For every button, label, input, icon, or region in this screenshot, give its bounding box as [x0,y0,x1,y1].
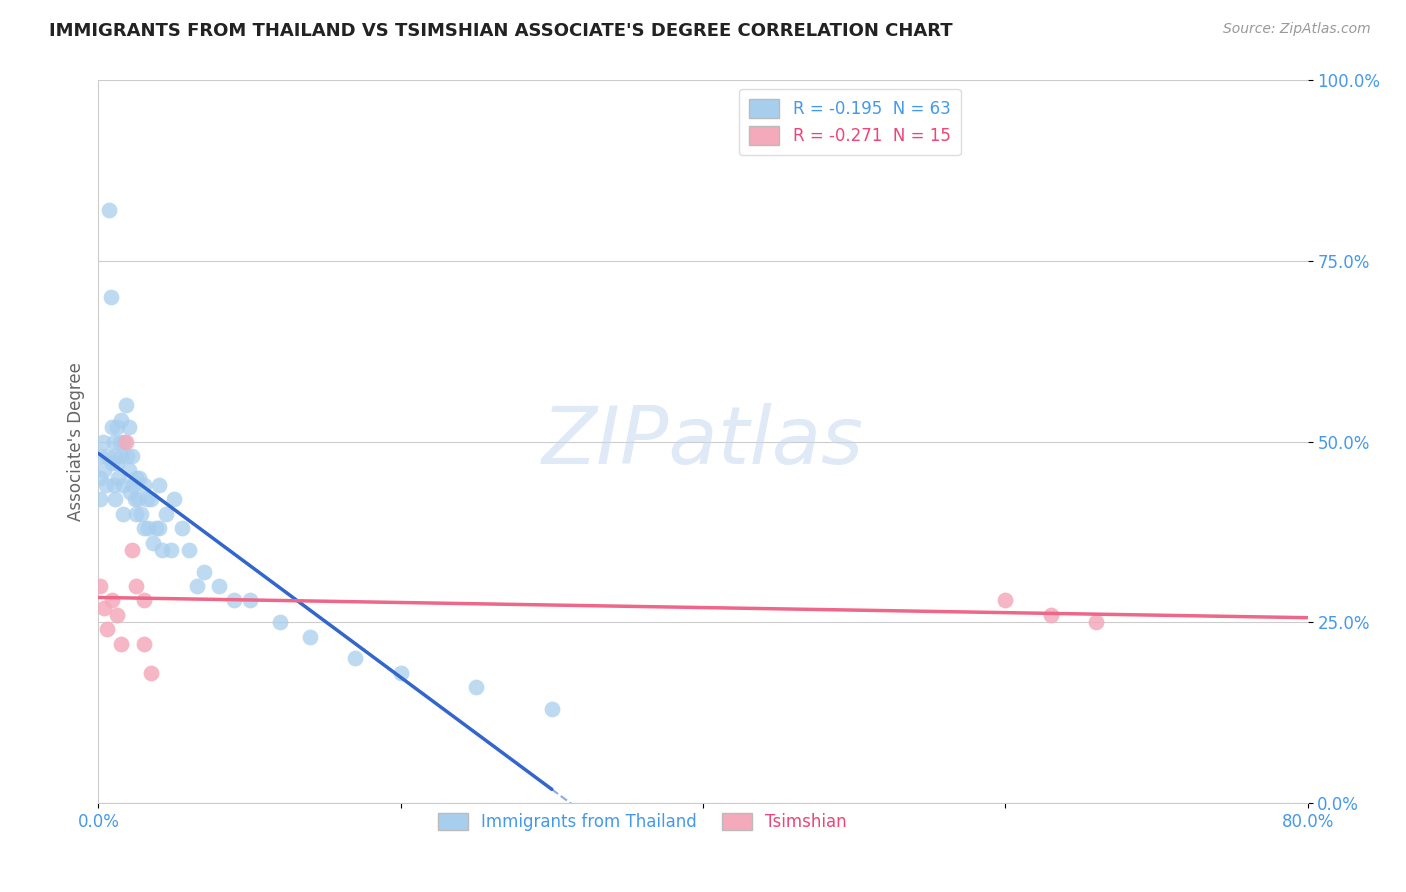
Point [121,542,143,557]
Point [127,492,149,507]
Point [110,637,132,651]
Point [111,478,134,492]
Point [132,521,155,535]
Point [108,434,131,449]
Point [994,593,1017,607]
Point [148,478,170,492]
Point [93,600,115,615]
Point [96,449,118,463]
Point [142,535,165,549]
Point [163,492,186,507]
Point [120,485,142,500]
Point [98,203,121,218]
Point [132,478,155,492]
Point [239,593,262,607]
Point [132,637,155,651]
Point [91,434,114,449]
Point [100,290,122,304]
Point [224,593,246,607]
Point [105,420,128,434]
Text: IMMIGRANTS FROM THAILAND VS TSIMSHIAN ASSOCIATE'S DEGREE CORRELATION CHART: IMMIGRANTS FROM THAILAND VS TSIMSHIAN AS… [49,22,953,40]
Point [129,507,152,521]
Point [124,492,146,507]
Point [112,434,135,449]
Text: ZIPatlas: ZIPatlas [541,402,865,481]
Point [208,579,231,593]
Point [125,507,148,521]
Point [103,478,125,492]
Point [193,565,215,579]
Point [148,521,170,535]
Point [101,593,124,607]
Point [105,607,128,622]
Point [344,651,367,665]
Point [125,579,148,593]
Point [105,456,128,470]
Point [89,492,111,507]
Point [269,615,291,630]
Point [540,702,562,716]
Point [136,521,159,535]
Point [104,492,127,507]
Point [186,579,208,593]
Point [155,507,177,521]
Point [118,420,141,434]
Point [89,470,111,484]
Point [115,449,138,463]
Point [128,470,150,484]
Point [121,449,143,463]
Point [132,593,155,607]
Point [114,398,136,412]
Point [1039,607,1062,622]
Point [145,521,167,535]
Text: Source: ZipAtlas.com: Source: ZipAtlas.com [1223,22,1371,37]
Point [94,478,117,492]
Y-axis label: Associate's Degree: Associate's Degree [66,362,84,521]
Point [135,492,157,507]
Point [1085,615,1108,630]
Point [111,507,134,521]
Point [89,449,111,463]
Point [160,542,183,557]
Point [118,463,141,477]
Point [104,449,127,463]
Point [89,579,111,593]
Point [107,470,129,484]
Point [179,542,201,557]
Point [101,420,124,434]
Point [141,665,163,680]
Point [170,521,193,535]
Point [110,413,132,427]
Point [114,434,136,449]
Point [125,470,148,484]
Point [103,434,125,449]
Legend: Immigrants from Thailand, Tsimshian: Immigrants from Thailand, Tsimshian [432,806,853,838]
Point [101,456,124,470]
Point [299,630,322,644]
Point [389,665,412,680]
Point [150,542,173,557]
Point [96,623,118,637]
Point [93,463,115,477]
Point [110,449,132,463]
Point [465,680,488,694]
Point [141,492,163,507]
Point [122,478,145,492]
